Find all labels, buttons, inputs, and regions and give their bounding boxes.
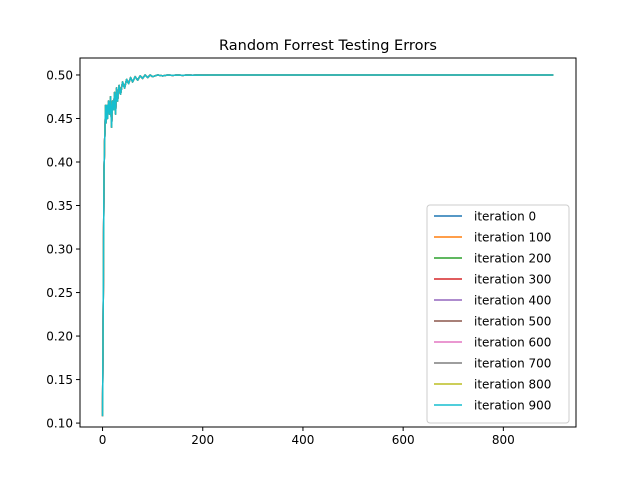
legend-label-7: iteration 700 — [474, 357, 551, 371]
y-tick-label: 0.40 — [46, 155, 73, 169]
legend-label-4: iteration 400 — [474, 294, 551, 308]
plot-lines — [101, 74, 554, 417]
x-tick-label: 800 — [492, 433, 515, 447]
legend-label-6: iteration 600 — [474, 336, 551, 350]
plot-frame — [79, 57, 577, 428]
y-tick-label: 0.20 — [46, 330, 73, 344]
y-tick-label: 0.35 — [46, 199, 73, 213]
chart-title: Random Forrest Testing Errors — [219, 38, 437, 54]
legend-label-9: iteration 900 — [474, 399, 551, 413]
legend-label-8: iteration 800 — [474, 378, 551, 392]
y-axis: 0.10 0.15 0.20 0.25 0.30 0.35 0.40 0.45 0.50 — [46, 68, 80, 431]
series-line-9 — [101, 74, 554, 417]
x-axis: 0 200 400 600 800 — [99, 427, 515, 447]
x-tick-label: 400 — [291, 433, 314, 447]
legend-box — [426, 204, 570, 424]
y-tick-label: 0.10 — [46, 417, 73, 431]
legend-label-2: iteration 200 — [474, 252, 551, 266]
legend-label-1: iteration 100 — [474, 231, 551, 245]
legend-label-3: iteration 300 — [474, 273, 551, 287]
x-tick-label: 0 — [99, 433, 107, 447]
y-tick-label: 0.25 — [46, 286, 73, 300]
legend-label-5: iteration 500 — [474, 315, 551, 329]
y-tick-label: 0.15 — [46, 373, 73, 387]
x-tick-label: 600 — [392, 433, 415, 447]
y-tick-label: 0.30 — [46, 243, 73, 257]
legend-label-0: iteration 0 — [474, 210, 536, 224]
legend: iteration 0 iteration 100 iteration 200 ite… — [426, 204, 570, 424]
x-tick-label: 200 — [191, 433, 214, 447]
y-tick-label: 0.50 — [46, 68, 73, 82]
y-tick-label: 0.45 — [46, 112, 73, 126]
